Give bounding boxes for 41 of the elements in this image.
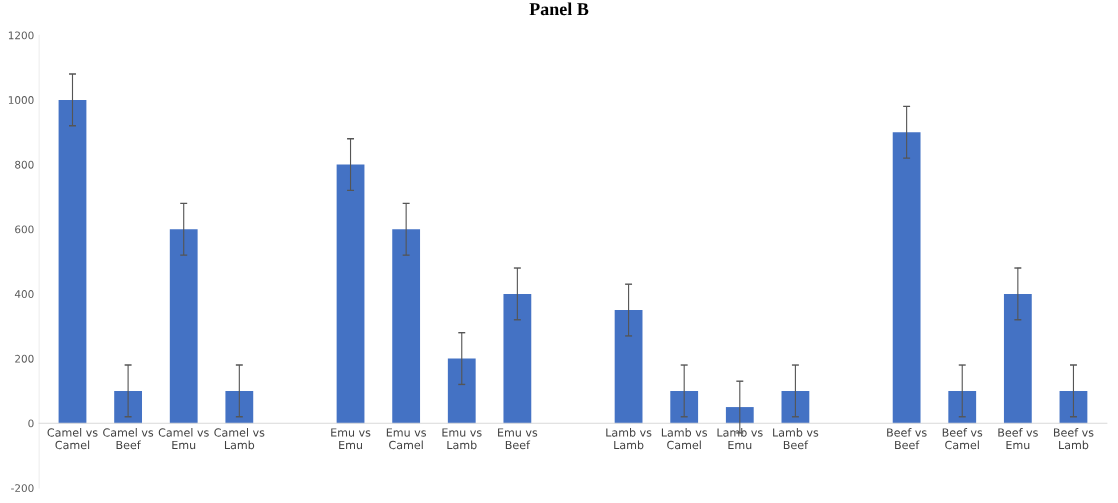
y-tick-label: 800: [15, 160, 34, 169]
bar: [503, 293, 532, 424]
x-tick-label: Lamb vs Beef: [773, 428, 819, 450]
x-tick-label: Beef vs Camel: [942, 428, 983, 450]
bar: [781, 390, 810, 424]
x-tick-label: Lamb vs Emu: [717, 428, 763, 450]
y-tick-label: 600: [15, 225, 34, 234]
y-tick-label: 200: [15, 354, 34, 363]
bar: [892, 132, 921, 424]
bar: [948, 390, 977, 424]
chart-title: Panel B: [529, 2, 589, 16]
bar: [725, 407, 754, 424]
x-tick-label: Beef vs Emu: [998, 428, 1038, 450]
x-tick-label: Emu vs Beef: [498, 428, 538, 450]
x-tick-label: Camel vs Lamb: [214, 428, 265, 450]
bar: [169, 229, 198, 424]
y-tick-label: 0: [28, 419, 34, 428]
y-tick-label: 1200: [8, 31, 34, 40]
x-tick-label: Lamb vs Lamb: [606, 428, 652, 450]
bar: [1003, 293, 1032, 424]
bar: [336, 164, 365, 424]
bar: [392, 229, 421, 424]
bar: [614, 310, 643, 424]
bar: [1059, 390, 1088, 424]
bar: [447, 358, 476, 424]
x-tick-label: Beef vs Beef: [887, 428, 927, 450]
y-tick-label: 1000: [8, 96, 34, 104]
bar: [58, 99, 87, 424]
x-tick-label: Emu vs Camel: [386, 428, 426, 450]
x-tick-label: Lamb vs Camel: [661, 428, 708, 450]
x-tick-label: Camel vs Camel: [47, 428, 98, 450]
y-tick-label: -200: [11, 484, 34, 493]
y-tick-label: 400: [14, 290, 34, 298]
x-tick-label: Camel vs Emu: [158, 428, 209, 450]
x-tick-label: Emu vs Emu: [331, 428, 371, 450]
x-tick-label: Beef vs Lamb: [1053, 428, 1094, 450]
x-tick-label: Emu vs Lamb: [442, 428, 482, 450]
bar: [114, 390, 143, 424]
x-tick-label: Camel vs Beef: [103, 428, 154, 450]
bar: [225, 390, 254, 424]
bar: [670, 390, 699, 424]
